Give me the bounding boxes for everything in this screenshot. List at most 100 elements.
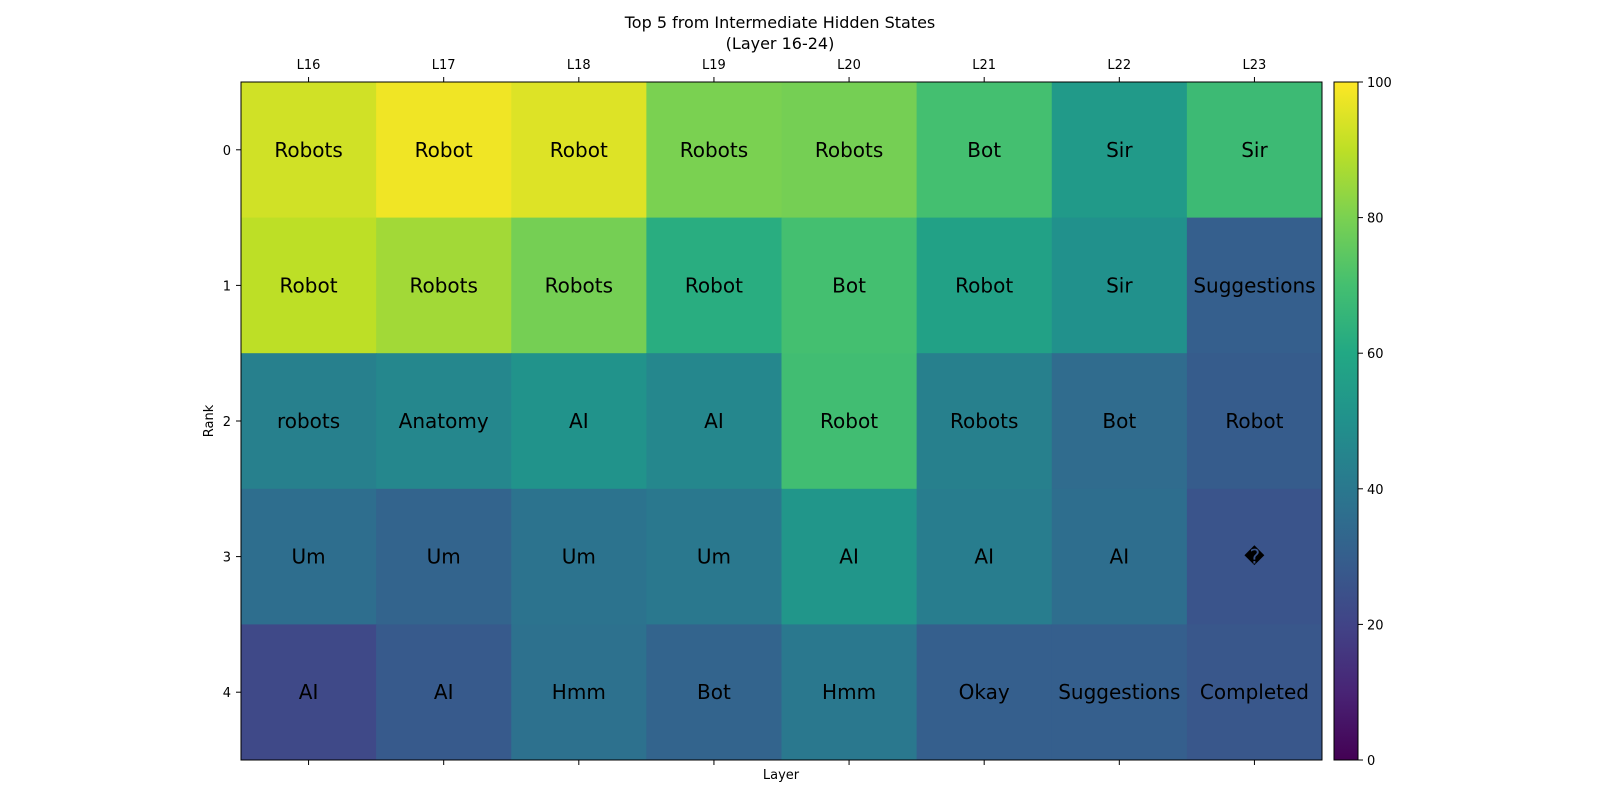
heatmap-cell [916,353,1053,490]
cell-label: Bot [1102,409,1136,433]
cell-label: Bot [697,680,731,704]
y-axis-ticks: 0 1 2 3 4 [223,144,241,701]
cell-label: Robots [545,273,613,297]
x-tick-label: L21 [972,58,996,73]
cell-label: Robot [280,273,338,297]
heatmap-cell [241,82,377,219]
heatmap-cell [1186,624,1323,761]
heatmap-cell [781,488,918,625]
heatmap-cell [646,624,782,761]
cell-label: Anatomy [399,409,489,433]
colorbar-tick-label: 100 [1367,76,1392,91]
x-tick-label: L22 [1107,58,1131,73]
cell-label: Completed [1200,680,1309,704]
heatmap-cell [1051,353,1188,490]
cell-label: Hmm [822,680,876,704]
heatmap-cell [916,488,1053,625]
heatmap-cell [376,353,512,490]
cell-label: Robot [955,273,1013,297]
cell-label: Bot [967,138,1001,162]
colorbar-tick-label: 40 [1367,483,1384,498]
cell-label: Robot [550,138,608,162]
heatmap-cell [781,353,918,490]
x-axis-ticks: L16 L17 L18 L19 L20 L21 L22 L23 [297,58,1266,765]
heatmap-cell [1051,624,1188,761]
cell-label: Robot [820,409,878,433]
heatmap-cell [781,82,918,219]
cell-label: Um [697,545,731,569]
cell-label: Suggestions [1058,680,1180,704]
x-tick-label: L17 [432,58,456,73]
heatmap-cell [1186,488,1323,625]
heatmap-cell [916,82,1053,219]
cell-label: Um [292,545,326,569]
cell-label: Um [427,545,461,569]
heatmap-cell [646,353,782,490]
heatmap-cell [376,488,512,625]
cell-label: Robots [950,409,1018,433]
cell-label: Robots [680,138,748,162]
y-tick-label: 3 [223,551,231,566]
cell-label: AI [299,680,319,704]
heatmap-cell [646,488,782,625]
colorbar [1333,81,1359,761]
y-tick-label: 0 [223,144,231,159]
cell-label: Sir [1241,138,1268,162]
cell-label: Robot [1225,409,1283,433]
cell-label: Robot [415,138,473,162]
cell-label: Robot [685,273,743,297]
heatmap-cell [511,624,647,761]
heatmap-cell [916,624,1053,761]
y-tick-label: 1 [223,279,231,294]
cell-label: AI [569,409,589,433]
heatmap-cell [1186,353,1323,490]
heatmap-cell [376,624,512,761]
cell-label: AI [434,680,454,704]
cell-label: Robots [274,138,342,162]
colorbar-tick-label: 80 [1367,212,1384,227]
x-tick-label: L16 [297,58,321,73]
heatmap-cells: Robots Robot Robot Robots Robots Bot Sir Sir Rob… [241,82,1323,761]
heatmap-cell [511,217,647,354]
heatmap-cell [1051,217,1188,354]
heatmap-cell [916,217,1053,354]
heatmap-cell [1051,82,1188,219]
y-tick-label: 4 [223,686,231,701]
x-tick-label: L19 [702,58,726,73]
cell-label: AI [704,409,724,433]
colorbar-tick-label: 60 [1367,347,1384,362]
heatmap-cell [646,82,782,219]
cell-label: robots [277,409,340,433]
heatmap-cell [376,217,512,354]
chart-title-line-1: Top 5 from Intermediate Hidden States [624,13,936,32]
heatmap-cell [511,353,647,490]
heatmap-cell [646,217,782,354]
cell-label: Hmm [552,680,606,704]
cell-label: Robots [409,273,477,297]
heatmap-cell [1186,82,1323,219]
x-tick-label: L18 [567,58,591,73]
heatmap-cell [1051,488,1188,625]
cell-label: Bot [832,273,866,297]
heatmap-cell [241,353,377,490]
colorbar-ticks: 0 20 40 60 80 100 [1358,76,1392,769]
cell-label: Okay [959,680,1010,704]
x-tick-label: L20 [837,58,861,73]
cell-label: AI [974,545,994,569]
heatmap-cell [511,82,647,219]
heatmap-cell [781,624,918,761]
y-tick-label: 2 [223,415,231,430]
cell-label: � [1244,545,1265,569]
heatmap-cell [376,82,512,219]
chart-title-line-2: (Layer 16-24) [726,34,835,53]
y-axis-label: Rank [202,404,217,437]
heatmap-cell [241,217,377,354]
heatmap-cell [241,488,377,625]
heatmap-cell [511,488,647,625]
cell-label: Um [562,545,596,569]
cell-label: Sir [1106,273,1133,297]
x-axis-label: Layer [763,768,800,783]
cell-label: AI [1110,545,1130,569]
colorbar-tick-label: 20 [1367,618,1384,633]
